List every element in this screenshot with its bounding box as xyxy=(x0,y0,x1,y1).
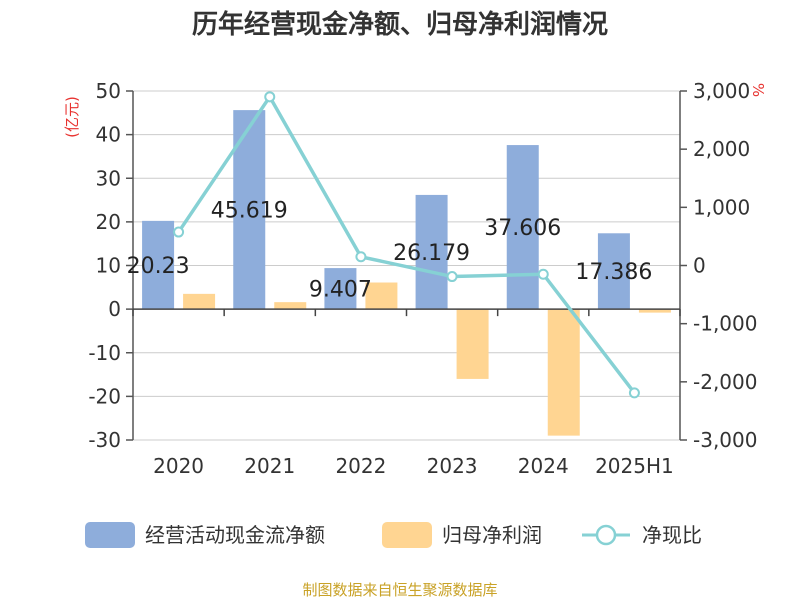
bar-data-label: 9.407 xyxy=(309,278,372,303)
ratio-line xyxy=(177,93,636,394)
x-tick-label: 2025H1 xyxy=(595,454,674,478)
left-tick-label: -10 xyxy=(88,341,121,365)
line-series xyxy=(173,91,640,399)
ratio-point[interactable] xyxy=(537,268,549,280)
legend-marker-ratio xyxy=(595,524,617,546)
ratio-point[interactable] xyxy=(173,226,185,238)
bar-cashflow[interactable] xyxy=(597,233,630,310)
x-tick-label: 2022 xyxy=(335,454,386,478)
bar-cashflow[interactable] xyxy=(415,194,448,310)
right-tick-label: -3,000 xyxy=(693,428,757,452)
legend-item-ratio[interactable]: 净现比 xyxy=(582,523,702,547)
bar-cashflow[interactable] xyxy=(142,220,175,310)
right-axis-unit: % xyxy=(749,83,767,97)
ratio-point[interactable] xyxy=(355,251,367,263)
ratio-point[interactable] xyxy=(264,91,276,103)
right-tick-label: -2,000 xyxy=(693,370,757,394)
right-axis: 3,000 2,000 1,000 0 -1,000 -2,000 -3,000 xyxy=(679,79,757,452)
bars xyxy=(142,110,671,436)
x-tick-label: 2023 xyxy=(427,454,478,478)
right-tick-label: -1,000 xyxy=(693,312,757,336)
legend-swatch-cashflow xyxy=(85,522,135,548)
left-tick-label: 50 xyxy=(96,79,121,103)
ratio-point[interactable] xyxy=(628,387,640,399)
left-tick-label: -30 xyxy=(88,428,121,452)
x-axis: 2020 2021 2022 2023 2024 2025H1 xyxy=(132,308,681,478)
legend-swatch-netprofit xyxy=(382,522,432,548)
bar-data-label: 45.619 xyxy=(211,199,288,224)
legend-item-netprofit[interactable]: 归母净利润 xyxy=(382,522,542,548)
bar-netprofit[interactable] xyxy=(274,302,307,310)
bar-netprofit[interactable] xyxy=(183,293,216,310)
bar-data-label: 37.606 xyxy=(484,216,561,241)
x-tick-label: 2024 xyxy=(518,454,569,478)
bar-data-label: 20.23 xyxy=(127,254,190,279)
left-axis: 50 40 30 20 10 0 -10 -20 -30 xyxy=(88,79,134,452)
right-tick-label: 0 xyxy=(693,254,706,278)
legend-label-cashflow: 经营活动现金流净额 xyxy=(145,523,325,547)
left-tick-label: 30 xyxy=(96,166,121,190)
bar-cashflow[interactable] xyxy=(506,145,539,310)
legend-label-netprofit: 归母净利润 xyxy=(442,523,542,547)
left-axis-unit: (亿元) xyxy=(63,96,81,138)
left-tick-label: 10 xyxy=(96,254,121,278)
source-note: 制图数据来自恒生聚源数据库 xyxy=(302,581,497,599)
data-labels: 20.23 45.619 9.407 26.179 37.606 17.386 xyxy=(127,199,653,303)
chart-title: 历年经营现金净额、归母净利润情况 xyxy=(192,9,608,40)
left-tick-label: 20 xyxy=(96,210,121,234)
left-tick-label: -20 xyxy=(88,384,121,408)
bar-cashflow[interactable] xyxy=(324,268,357,310)
bar-netprofit[interactable] xyxy=(638,309,671,313)
x-tick-label: 2020 xyxy=(153,454,204,478)
ratio-point[interactable] xyxy=(446,271,458,283)
bar-data-label: 26.179 xyxy=(393,241,470,266)
bar-netprofit[interactable] xyxy=(547,309,580,436)
left-tick-label: 0 xyxy=(108,297,121,321)
bar-netprofit[interactable] xyxy=(365,282,398,310)
left-tick-label: 40 xyxy=(96,123,121,147)
bar-data-label: 17.386 xyxy=(575,260,652,285)
right-tick-label: 2,000 xyxy=(693,137,750,161)
bar-netprofit[interactable] xyxy=(456,309,489,379)
x-tick-label: 2021 xyxy=(244,454,295,478)
legend: 经营活动现金流净额 归母净利润 净现比 xyxy=(85,522,702,548)
legend-item-cashflow[interactable]: 经营活动现金流净额 xyxy=(85,522,325,548)
right-tick-label: 1,000 xyxy=(693,195,750,219)
legend-label-ratio: 净现比 xyxy=(642,523,702,547)
right-tick-label: 3,000 xyxy=(693,79,750,103)
